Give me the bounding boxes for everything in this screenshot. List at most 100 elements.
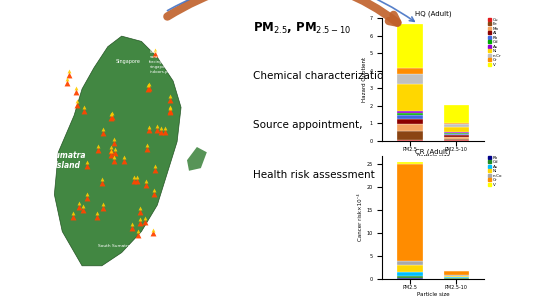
Point <box>97 176 106 181</box>
Bar <box>397 140 423 141</box>
Point <box>107 145 116 149</box>
Point <box>161 129 169 134</box>
Legend: Pb, Cd, As, Ni, n-Co, Cr, V: Pb, Cd, As, Ni, n-Co, Cr, V <box>488 156 502 187</box>
Bar <box>397 118 423 124</box>
Bar <box>443 271 469 275</box>
Point <box>129 178 138 183</box>
Point <box>128 222 137 226</box>
Point <box>99 202 108 207</box>
Bar <box>443 276 469 277</box>
Point <box>150 188 158 193</box>
FancyArrowPatch shape <box>167 0 398 23</box>
Point <box>142 146 151 151</box>
Point <box>111 151 119 156</box>
Point <box>79 105 88 110</box>
Point <box>135 206 144 211</box>
Point <box>92 214 101 219</box>
Point <box>150 192 158 197</box>
Point <box>94 144 103 149</box>
Text: PM$_{2.5}$, PM$_{2.5-10}$: PM$_{2.5}$, PM$_{2.5-10}$ <box>253 21 351 36</box>
Bar <box>397 113 423 116</box>
Bar <box>397 74 423 84</box>
Polygon shape <box>54 36 181 266</box>
Point <box>149 227 158 232</box>
Bar <box>397 261 423 265</box>
Point <box>119 154 128 159</box>
Bar <box>443 140 469 141</box>
FancyArrowPatch shape <box>167 0 414 21</box>
Point <box>135 210 144 215</box>
Point <box>83 160 92 164</box>
Title: CR (Adult): CR (Adult) <box>415 148 451 155</box>
Point <box>166 108 175 113</box>
Bar <box>397 68 423 74</box>
Point <box>99 126 108 131</box>
Bar <box>397 124 423 131</box>
Point <box>153 123 162 128</box>
X-axis label: Particle size: Particle size <box>417 292 449 297</box>
Bar <box>443 133 469 134</box>
Point <box>153 128 162 132</box>
Point <box>129 175 138 179</box>
Point <box>72 103 81 108</box>
Bar <box>397 265 423 272</box>
Bar <box>397 164 423 261</box>
Point <box>132 179 141 184</box>
Point <box>99 130 108 135</box>
Point <box>83 192 92 197</box>
Text: South Sumatra: South Sumatra <box>97 244 130 248</box>
Bar <box>397 111 423 113</box>
Text: https://www.sarawakt
report.org/images/20
13/06/nasa-has-
released-pictures-of-
: https://www.sarawakt report.org/images/2… <box>150 26 191 74</box>
Text: Sumatra
Island: Sumatra Island <box>50 151 86 170</box>
Point <box>140 220 149 224</box>
Point <box>135 220 144 225</box>
Text: Chemical characterization,: Chemical characterization, <box>253 70 393 80</box>
Bar <box>443 132 469 133</box>
Point <box>63 80 72 85</box>
Point <box>72 99 81 103</box>
Point <box>109 159 118 164</box>
Point <box>83 164 92 168</box>
Point <box>108 111 117 116</box>
Point <box>134 229 142 233</box>
Bar <box>397 84 423 111</box>
Point <box>128 226 137 231</box>
Point <box>72 85 81 90</box>
Point <box>75 205 84 210</box>
Point <box>144 86 152 91</box>
Bar <box>397 278 423 279</box>
Point <box>150 52 159 56</box>
Bar <box>397 116 423 118</box>
Point <box>132 175 141 180</box>
Point <box>142 142 151 147</box>
Point <box>107 149 116 154</box>
Point <box>111 147 119 152</box>
Bar <box>443 275 469 276</box>
Bar <box>443 277 469 278</box>
Bar <box>397 276 423 278</box>
Legend: Cu, Fe, Mn, Al, Pb, Cd, As, Ni, n-Cr, Cr, V: Cu, Fe, Mn, Al, Pb, Cd, As, Ni, n-Cr, Cr… <box>488 18 502 67</box>
X-axis label: Particle size: Particle size <box>417 154 449 159</box>
Bar <box>397 162 423 164</box>
Bar <box>443 124 469 127</box>
Bar <box>443 128 469 132</box>
Point <box>106 112 115 116</box>
Point <box>140 216 149 220</box>
Bar <box>397 131 423 140</box>
Point <box>107 148 116 153</box>
Point <box>106 116 115 120</box>
Point <box>72 90 81 94</box>
Point <box>75 201 84 206</box>
Point <box>134 232 142 237</box>
Point <box>83 196 92 200</box>
Bar <box>443 123 469 124</box>
Point <box>165 94 174 99</box>
Point <box>144 82 153 87</box>
Point <box>63 76 72 81</box>
Point <box>110 136 119 141</box>
Bar <box>443 278 469 279</box>
Point <box>99 206 108 211</box>
Bar <box>397 272 423 276</box>
Point <box>166 106 174 110</box>
Point <box>161 125 169 130</box>
